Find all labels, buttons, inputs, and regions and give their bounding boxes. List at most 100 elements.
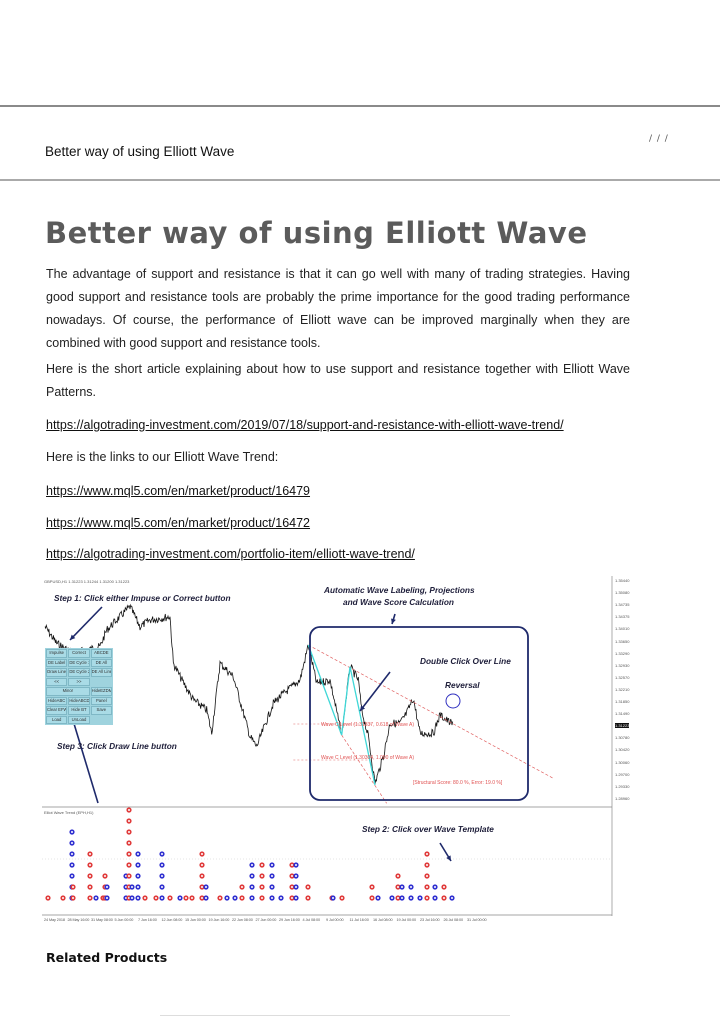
wave-template-dot-center [161,853,163,855]
wave-template-dot-center [371,897,373,899]
price-tick-label: 1.34735 [615,602,630,608]
wave-panel-button[interactable]: Save [90,706,112,715]
wave-panel-button[interactable]: HideEZDM [90,687,112,696]
wave-panel-button[interactable]: Draw Line [46,668,68,677]
mql5-product-link-16479[interactable]: https://www.mql5.com/en/market/product/1… [46,484,311,498]
wave-panel-button[interactable]: Minor [46,687,90,696]
wave-template-dot-center [280,897,282,899]
date-tick-label: 16 Jul 08:00 [373,918,393,922]
date-tick-label: 11 Jul 16:00 [349,918,369,922]
wave-template-dot-center [397,897,399,899]
date-tick-label: 22 Jun 08:00 [232,918,253,922]
step3-annotation: Step 3: Click Draw Line button [57,741,177,751]
footer-divider [160,1015,510,1016]
wave-panel-button[interactable]: HideABC [46,696,68,705]
price-tick-label: 1.31850 [615,699,630,704]
wave-template-dot-center [261,864,263,866]
wave-template-dot-center [201,875,203,877]
mql5-product-link-16472[interactable]: https://www.mql5.com/en/market/product/1… [46,516,311,530]
wave-template-dot-center [377,897,379,899]
wave-panel-button[interactable]: DE Cycle 2 [68,668,90,677]
indicator-title: Elliot Wave Trend (EPH,H1) [44,810,94,815]
wave-template-dot-center [179,897,181,899]
wave-panel-button[interactable]: Hide BT [68,706,90,715]
date-tick-label: 26 Jul 08:00 [443,918,464,922]
wave-template-dot-center [241,886,243,888]
price-tick-label: 1.33650 [615,638,630,644]
wave-template-dot-center [251,875,253,877]
wave-c-level-1: Wave C Level (1.31337, 0.618 of Wave A) [321,722,415,728]
wave-template-dot-center [295,886,297,888]
wave-template-dot-center [128,842,130,844]
wave-template-dot-center [426,897,428,899]
wave-panel-button[interactable]: >> [68,677,90,686]
arrowhead [446,855,451,861]
wave-template-dot-center [410,897,412,899]
wave-panel-button[interactable]: Impulse [46,649,68,658]
wave-pattern-line [307,644,376,786]
channel-line [341,734,387,804]
wave-panel-button[interactable]: ABCDE [90,649,112,658]
wave-template-dot-center [71,853,73,855]
date-tick-label: 19 Jun 16:00 [208,918,230,922]
price-tick-label: 1.32210 [615,686,630,692]
wave-template-dot-center [71,864,73,866]
date-tick-label: 31 May 08:00 [91,918,113,922]
wave-template-dot-center [89,875,91,877]
wave-template-dot-center [251,864,253,866]
support-resistance-article-link[interactable]: https://algotrading-investment.com/2019/… [46,418,564,432]
wave-template-dot-center [71,875,73,877]
wave-template-dot-center [271,897,273,899]
wave-panel-button[interactable]: Correct [68,649,90,658]
price-tick-label: 1.29330 [615,783,630,789]
wave-template-dot-center [144,897,146,899]
wave-template-dot-center [291,864,293,866]
breadcrumb[interactable]: / / / [649,134,669,144]
wave-template-dot-center [205,897,207,899]
wave-template-dot-center [371,886,373,888]
price-tick-label: 1.30420 [615,747,630,753]
wave-template-dot-center [295,864,297,866]
wave-tool-panel: Impulse Correct ABCDE DE Label DE Cycle 1 DE … [45,648,113,725]
paragraph: Here is the links to our Elliott Wave Tr… [46,450,279,464]
wave-template-dot-center [191,897,193,899]
wave-template-dot-center [128,820,130,822]
wave-template-dot-center [261,875,263,877]
wave-template-dot-center [401,897,403,899]
wave-panel-button[interactable]: Clear EFW [46,706,68,715]
wave-panel-button[interactable]: Load [46,715,68,724]
price-tick-label: 1.30780 [615,735,630,741]
wave-panel-button[interactable]: DE All Line [90,668,112,677]
wave-template-dot-center [251,886,253,888]
wave-panel-button[interactable]: DE Cycle 1 [68,658,90,667]
wave-template-dot-center [161,864,163,866]
wave-panel-button[interactable]: Panel [90,696,112,705]
wave-template-dot-center [161,886,163,888]
wave-panel-button[interactable]: UnLoad [68,715,90,724]
header-page-title: Better way of using Elliott Wave [45,144,235,159]
wave-template-dot-center [155,897,157,899]
portfolio-item-link[interactable]: https://algotrading-investment.com/portf… [46,547,415,561]
wave-template-dot-center [72,897,74,899]
price-tick-label: 1.35080 [615,590,630,596]
wave-template-dot-center [426,886,428,888]
wave-template-dot-center [137,864,139,866]
wave-template-dot-center [295,897,297,899]
price-tick-label: 1.32930 [615,662,630,668]
wave-template-dot-center [451,897,453,899]
wave-template-dot-center [201,886,203,888]
trend-line [308,644,554,779]
wave-template-dot-center [185,897,187,899]
wave-panel-button[interactable]: HideABCDE [68,696,90,705]
wave-template-dot-center [205,886,207,888]
date-tick-label: 5 Jun 00:00 [114,918,134,922]
wave-template-dot-center [426,864,428,866]
wave-panel-button[interactable]: DE All [90,658,112,667]
wave-template-dot-center [128,809,130,811]
wave-template-dot-center [271,875,273,877]
wave-panel-button[interactable]: << [46,677,68,686]
wave-template-dot-center [226,897,228,899]
wave-template-dot-center [128,875,130,877]
wave-template-dot-center [137,897,139,899]
wave-panel-button[interactable]: DE Label [46,658,68,667]
